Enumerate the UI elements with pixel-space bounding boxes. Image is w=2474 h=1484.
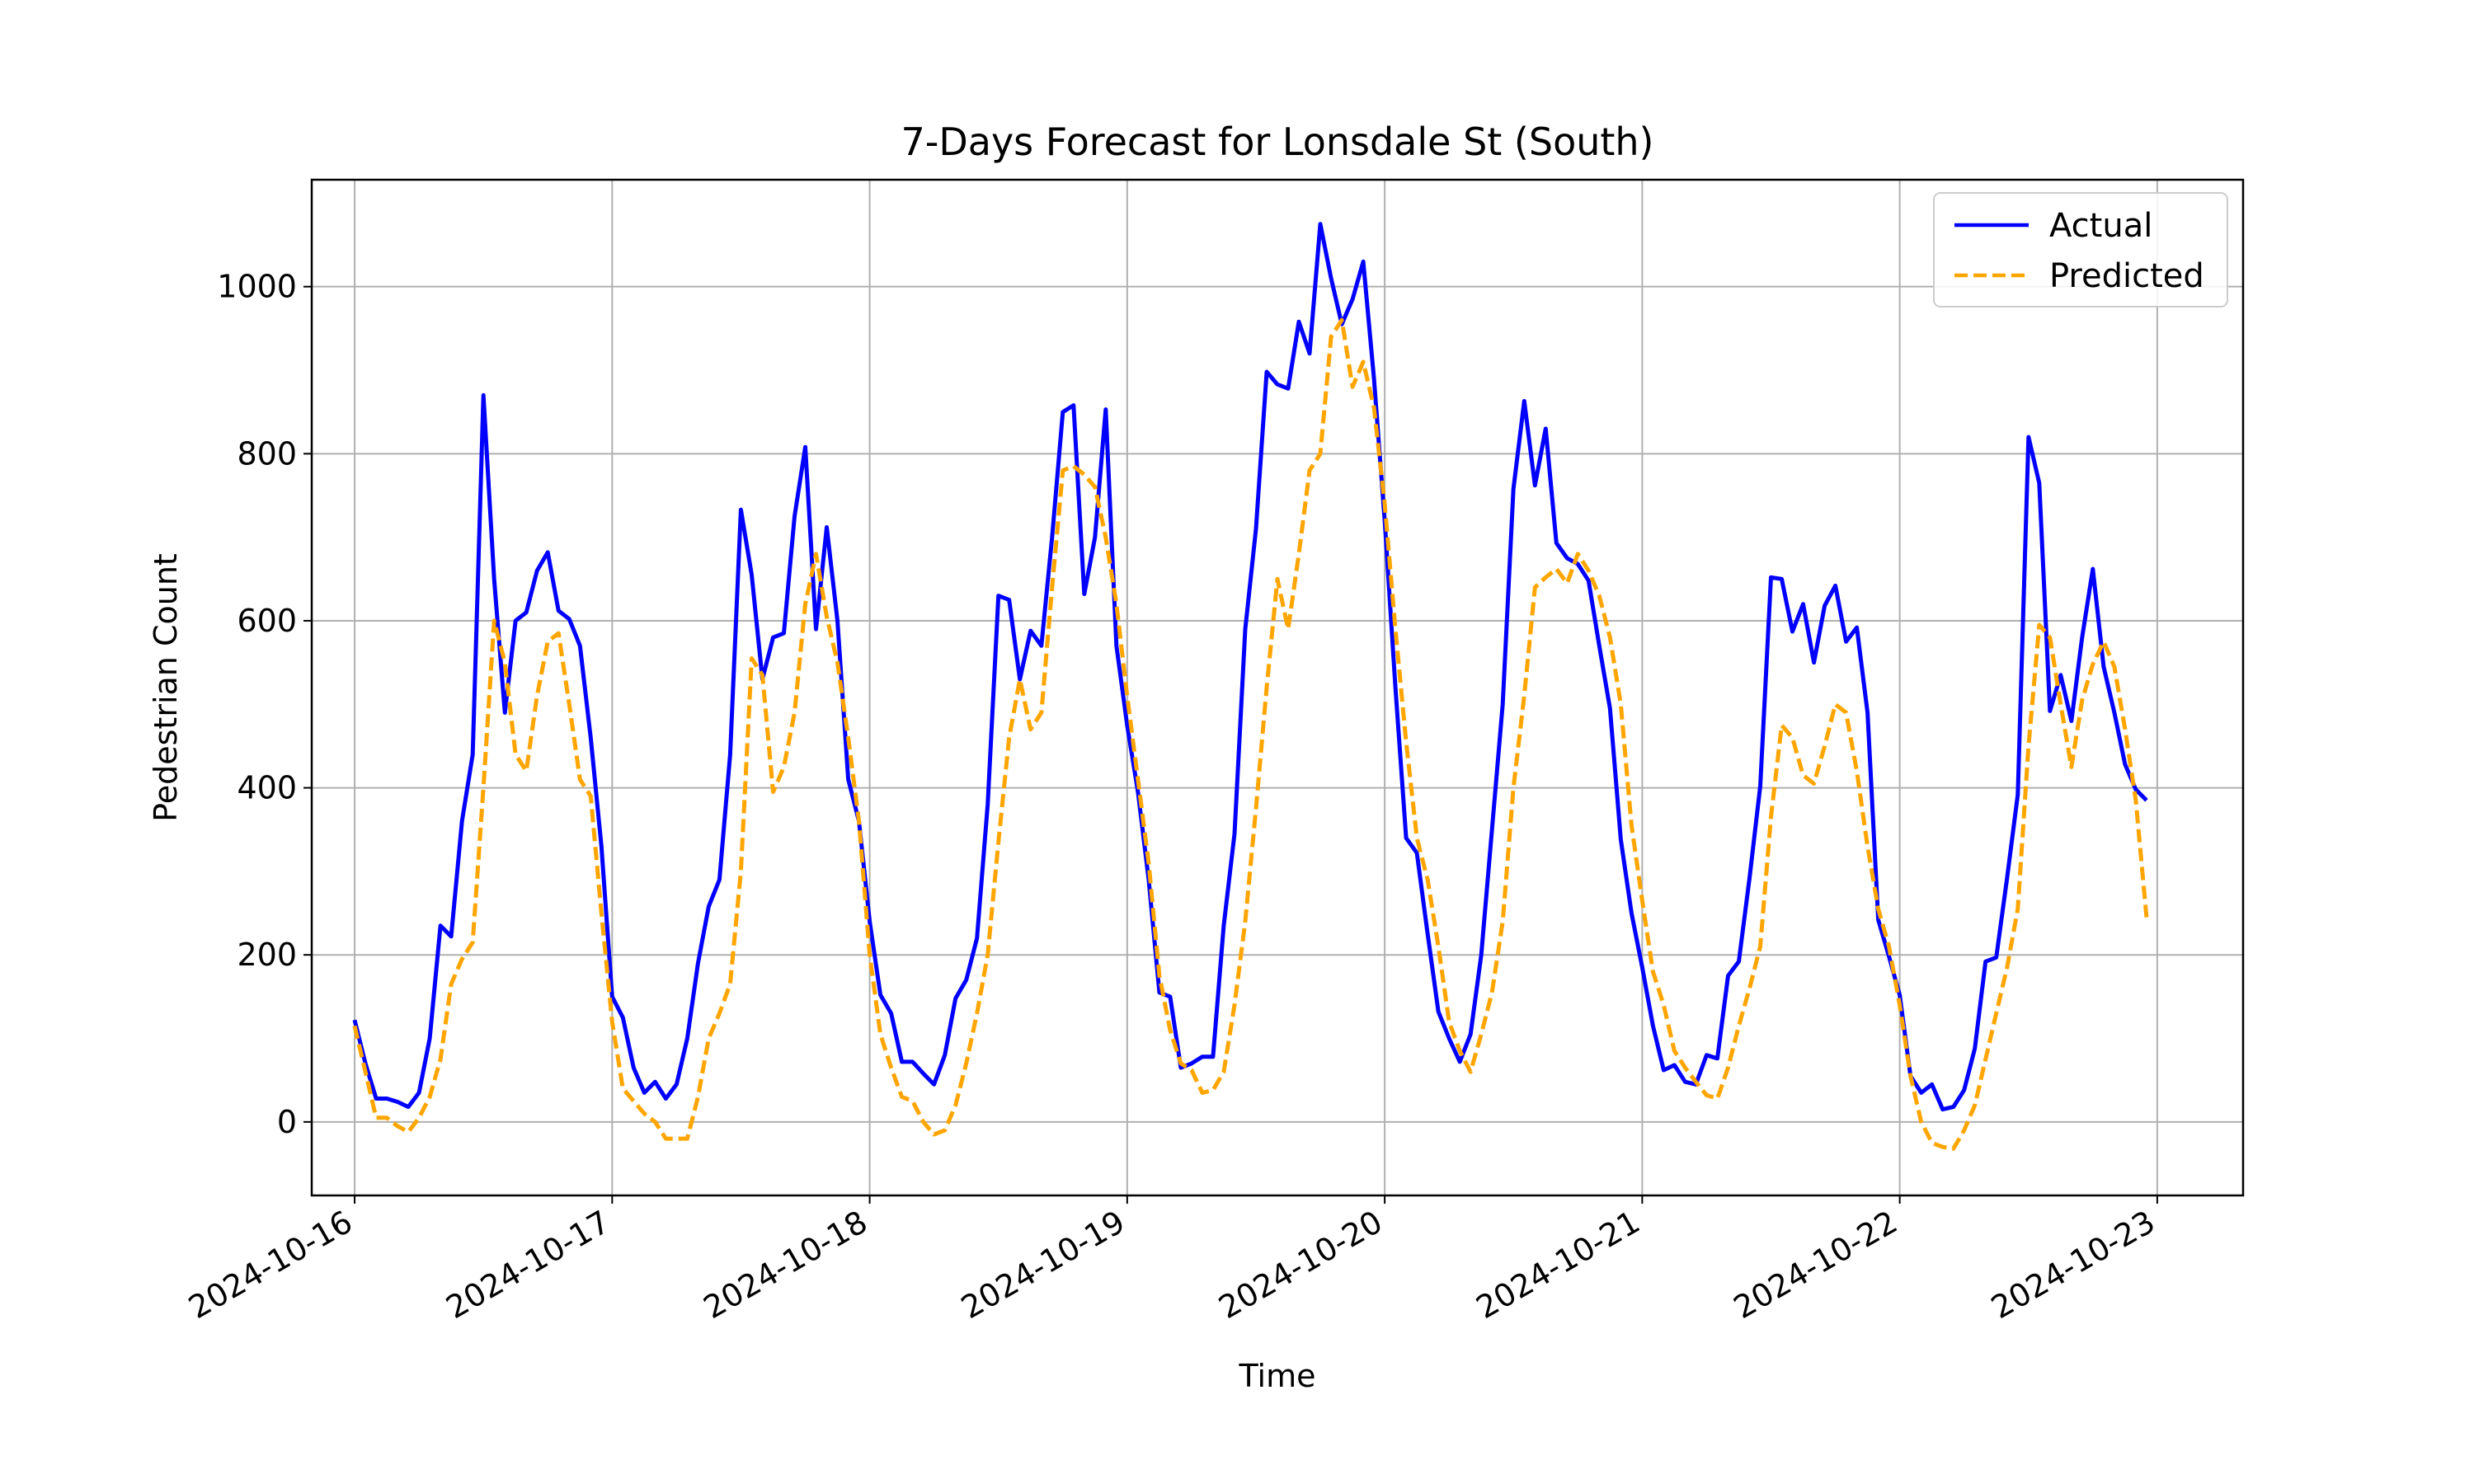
y-tick-label: 200 [237, 937, 297, 973]
y-tick-label: 400 [237, 770, 297, 806]
series-line-actual [352, 222, 2148, 1112]
x-axis-label: Time [1239, 1358, 1316, 1394]
legend-actual-label: Actual [2049, 207, 2152, 245]
legend: Actual Predicted [1933, 192, 2228, 308]
y-tick-label: 600 [237, 603, 297, 639]
series-line-predicted [352, 317, 2149, 1151]
y-tick-label: 800 [237, 435, 297, 472]
chart-title: 7-Days Forecast for Lonsdale St (South) [901, 120, 1653, 164]
y-axis-ticks: 0 200 400 600 800 1000 [217, 269, 312, 1140]
plot-frame [310, 178, 2245, 1197]
legend-predicted-label: Predicted [2049, 257, 2204, 295]
y-axis-label: Pedestrian Count [148, 553, 184, 822]
y-tick-label: 1000 [217, 269, 297, 305]
series-layer [352, 222, 2149, 1151]
y-tick-label: 0 [277, 1104, 297, 1140]
series-lines [352, 222, 2149, 1151]
legend-box [1933, 192, 2228, 308]
